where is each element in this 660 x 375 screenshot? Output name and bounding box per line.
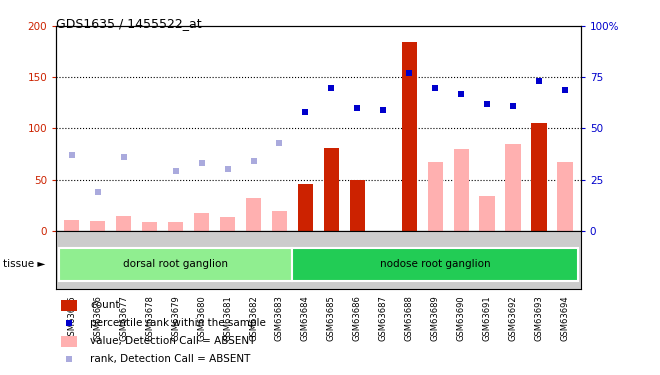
Bar: [168, 222, 183, 231]
FancyBboxPatch shape: [59, 248, 292, 281]
Bar: [531, 123, 547, 231]
Bar: [428, 162, 443, 231]
Bar: [220, 217, 236, 231]
Bar: [272, 211, 287, 231]
Bar: [480, 196, 495, 231]
Bar: [61, 300, 77, 310]
Text: value, Detection Call = ABSENT: value, Detection Call = ABSENT: [90, 336, 255, 346]
Bar: [64, 220, 79, 231]
FancyBboxPatch shape: [292, 248, 578, 281]
Bar: [116, 216, 131, 231]
Text: dorsal root ganglion: dorsal root ganglion: [123, 260, 228, 269]
Bar: [142, 222, 157, 231]
Bar: [90, 221, 106, 231]
Bar: [506, 144, 521, 231]
Bar: [298, 184, 314, 231]
Text: nodose root ganglion: nodose root ganglion: [380, 260, 490, 269]
Bar: [350, 180, 365, 231]
Bar: [558, 162, 573, 231]
Bar: [246, 198, 261, 231]
Bar: [453, 149, 469, 231]
Bar: [401, 42, 417, 231]
Text: rank, Detection Call = ABSENT: rank, Detection Call = ABSENT: [90, 354, 251, 364]
Bar: [61, 336, 77, 346]
Text: count: count: [90, 300, 119, 310]
Text: tissue ►: tissue ►: [3, 260, 46, 269]
Bar: [323, 148, 339, 231]
Text: GDS1635 / 1455522_at: GDS1635 / 1455522_at: [56, 17, 202, 30]
Bar: [194, 213, 209, 231]
Text: percentile rank within the sample: percentile rank within the sample: [90, 318, 266, 328]
